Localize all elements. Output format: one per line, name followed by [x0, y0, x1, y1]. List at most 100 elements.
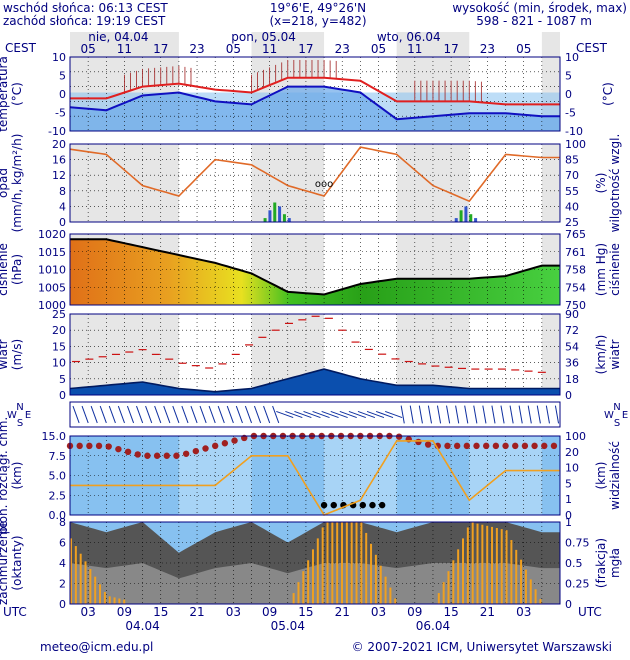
cloud-height-tick: 15.0: [42, 430, 67, 443]
fog-bar: [360, 522, 363, 604]
wind-arrow: [527, 405, 532, 424]
wind-arrow: [482, 405, 487, 424]
pressure-axis-title: (hPa): [10, 254, 24, 285]
cest-label-right: CEST: [576, 41, 608, 55]
humidity-tick: 100: [565, 138, 586, 151]
fog-bar: [84, 561, 87, 604]
wind-arrow: [339, 410, 357, 419]
cloud-base-dot: [124, 448, 132, 455]
fog-axis-title: (frakcja): [594, 538, 608, 588]
utc-label-left: UTC: [3, 605, 27, 619]
precip-tick: 0: [59, 216, 66, 229]
cloud-base-dot: [134, 451, 141, 458]
fog-bar: [297, 582, 300, 604]
wind-arrow: [126, 405, 135, 424]
visibility-axis-title: (km): [594, 461, 608, 489]
cloud-cover-tick: 4: [59, 557, 66, 570]
precip-tick: 20: [52, 138, 66, 151]
cloud-base-dot: [492, 442, 500, 450]
wind-kmh-axis-title: (km/h): [594, 335, 608, 375]
fog-bar: [515, 549, 518, 604]
precip-bar: [278, 206, 282, 222]
fog-bar: [457, 549, 460, 604]
low-cloud-dot: [369, 501, 376, 509]
fog-bar: [466, 527, 469, 604]
wind-arrow: [455, 405, 460, 424]
cloud-base-dot: [482, 442, 490, 450]
fog-bar: [389, 587, 392, 604]
temp-tick: 10: [52, 51, 66, 64]
bottom-date-label: 05.04: [271, 619, 305, 633]
wind-dir-background: [70, 402, 560, 427]
visibility-tick: 0: [565, 509, 572, 522]
top-date-label: wto, 06.04: [377, 30, 441, 44]
visibility-tick: 20: [565, 446, 579, 459]
fog-bar: [486, 525, 489, 604]
visibility-tick: 1: [565, 493, 572, 506]
fog-bar: [350, 522, 353, 604]
precip-bar: [273, 202, 277, 222]
bottom-hour-label: 21: [189, 605, 204, 619]
wind-arrow: [536, 405, 541, 424]
pressure-tick: 1000: [38, 299, 66, 312]
wind-arrow: [272, 405, 280, 424]
day-band: [324, 144, 397, 222]
temp-tick: 0: [59, 88, 66, 101]
fog-bar: [307, 560, 310, 604]
cloud-base-dot: [415, 438, 422, 446]
pressure-mmhg-tick: 750: [565, 299, 586, 312]
cest-label-left: CEST: [5, 41, 37, 55]
day-band: [324, 436, 397, 515]
pressure-mmhg-tick: 758: [565, 264, 586, 277]
pressure-tick: 1020: [38, 228, 66, 241]
cloud-height-tick: 5.0: [49, 470, 67, 483]
wind-arrow: [418, 405, 423, 424]
compass-letter: W: [604, 410, 614, 421]
cloud-height-axis-title: pion. rozciągł. chm.: [0, 417, 10, 535]
humidity-tick: 55: [565, 185, 579, 198]
wind-arrow: [375, 410, 394, 419]
bottom-hour-label: 03: [516, 605, 531, 619]
fog-bar: [471, 522, 474, 604]
sunrise-text: wschód słońca: 06:13 CEST: [3, 1, 168, 15]
fog-bar: [79, 553, 82, 604]
humidity-axis-title: wilgotność wzgl.: [608, 134, 622, 233]
cloud-cover-axis-title: (oktanty): [10, 535, 24, 590]
precip-tick: 4: [59, 200, 66, 213]
day-band: [469, 32, 542, 57]
wind-tick: 15: [52, 340, 66, 353]
humidity-axis-title: (%): [594, 173, 608, 194]
pressure-mmhg-tick: 761: [565, 246, 586, 259]
bottom-hour-label: 03: [226, 605, 241, 619]
coords-text: 19°6'E, 49°26'N: [269, 1, 367, 15]
wind-arrow: [400, 405, 405, 424]
wind-arrow: [108, 405, 116, 424]
panel-frame: [69, 435, 561, 516]
panel-frame: [69, 56, 561, 132]
wind-arrow: [464, 405, 469, 424]
cloud-base-dot: [182, 450, 190, 457]
fog-bar: [452, 560, 455, 604]
fog-bar: [70, 538, 72, 604]
temperature-axis-title-right: (°C): [601, 82, 615, 106]
wind-kmh-tick: 0: [565, 389, 572, 402]
cloud-base-dot: [424, 441, 432, 448]
wind-kmh-tick: 18: [565, 373, 579, 386]
fog-tick: 1: [565, 516, 572, 529]
wind-kmh-tick: 72: [565, 324, 579, 337]
day-band: [178, 144, 252, 222]
cloud-base-dot: [541, 442, 548, 450]
top-hour-label: 17: [298, 42, 313, 56]
top-hour-label: 17: [153, 42, 168, 56]
visibility-tick: 100: [565, 430, 586, 443]
wind-arrow: [208, 405, 216, 424]
compass-letter: E: [622, 410, 628, 421]
visibility-tick: 5: [565, 477, 572, 490]
precip-bar: [268, 210, 272, 222]
wind-arrow: [409, 405, 414, 424]
low-cloud-dot: [359, 501, 366, 509]
wind-arrow: [276, 410, 294, 419]
email-link[interactable]: meteo@icm.edu.pl: [40, 640, 154, 654]
cloud-cover-tick: 0: [59, 598, 66, 611]
